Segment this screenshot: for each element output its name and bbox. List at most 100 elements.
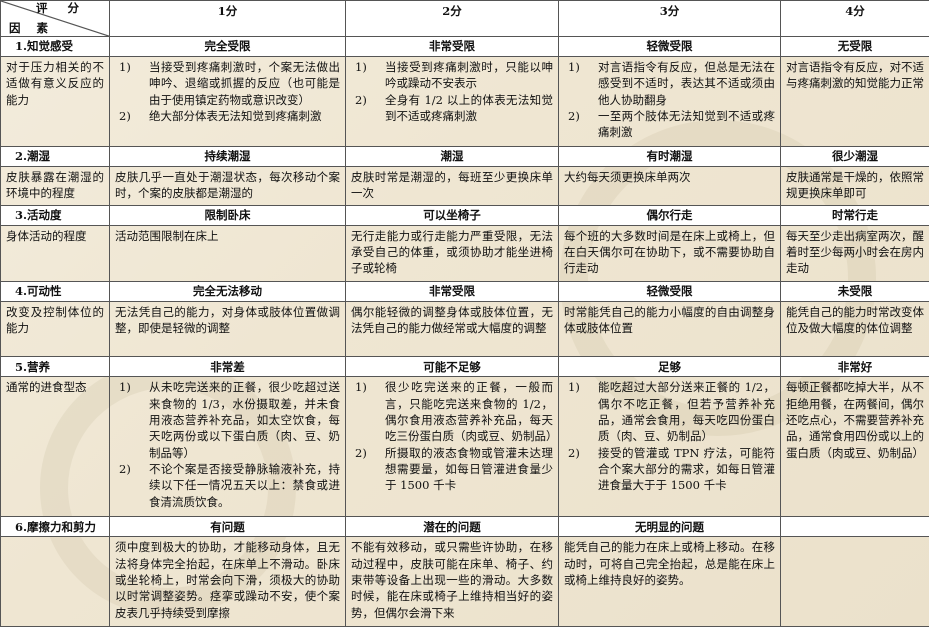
item-text: 能凭自己的能力时常改变体位及做大幅度的体位调整 — [786, 304, 924, 335]
factor-name: 5.营养 — [0, 356, 110, 378]
level-label: 有时潮湿 — [558, 145, 781, 167]
score-header-4: 4分 — [780, 0, 929, 38]
level-label: 未受限 — [780, 280, 929, 302]
section-header-row: 3.活动度 限制卧床 可以坐椅子 偶尔行走 时常行走 — [0, 204, 929, 226]
section-content-row: 皮肤暴露在潮湿的环境中的程度 皮肤几乎一直处于潮湿状态，每次移动个案时，个案的皮肤… — [0, 165, 929, 206]
criteria-cell: 无行走能力或行走能力严重受限，无法承受自己的体重，或须协助才能坐进椅子或轮椅 — [345, 224, 559, 282]
criteria-item: 2) 不论个案是否接受静脉输液补充，持续以下任一情况五天以上：禁食或进食清流质饮食… — [115, 461, 340, 510]
factor-description: 改变及控制体位的能力 — [0, 300, 110, 358]
level-label: 非常好 — [780, 356, 929, 378]
level-label: 潜在的问题 — [345, 516, 559, 538]
criteria-item: 1) 当接受到疼痛刺激时，个案无法做出呻吟、退缩或抓握的反应（也可能是由于使用镇定… — [115, 59, 340, 108]
corner-label-score: 评 分 — [35, 1, 87, 15]
item-number: 2) — [568, 445, 580, 460]
level-label: 完全无法移动 — [109, 280, 346, 302]
level-label — [780, 516, 929, 538]
diagonal-divider — [1, 1, 109, 36]
criteria-cell: 偶尔能轻微的调整身体或肢体位置，无法凭自己的能力做经常或大幅度的调整 — [345, 300, 559, 358]
item-text: 一至两个肢体无法知觉到不适或疼痛刺激 — [598, 109, 775, 140]
factor-name: 4.可动性 — [0, 280, 110, 302]
factor-description: 皮肤暴露在潮湿的环境中的程度 — [0, 165, 110, 206]
criteria-item: 无行走能力或行走能力严重受限，无法承受自己的体重，或须协助才能坐进椅子或轮椅 — [351, 228, 553, 277]
section-content-row: 改变及控制体位的能力 无法凭自己的能力，对身体或肢体位置做调整，即使是轻微的调整偶… — [0, 300, 929, 358]
level-label: 轻微受限 — [558, 36, 781, 58]
item-number: 2) — [119, 109, 131, 124]
item-text: 须中度到极大的协助，才能移动身体，且无法将身体完全抬起，在床单上不滑动。卧床或坐… — [115, 540, 340, 620]
criteria-item: 2) 所摄取的液态食物或管灌未达理想需要量，如每日管灌进食量少于 1500 千卡 — [351, 445, 553, 494]
level-label: 持续潮湿 — [109, 145, 346, 167]
score-header-2: 2分 — [345, 0, 559, 38]
item-text: 从未吃完送来的正餐，很少吃超过送来食物的 1/3，水份摄取差，并未食用液态营养补… — [149, 380, 340, 460]
factor-name: 1.知觉感受 — [0, 36, 110, 58]
criteria-item: 时常能凭自己的能力小幅度的自由调整身体或肢体位置 — [564, 304, 775, 337]
criteria-cell: 1) 能吃超过大部分送来正餐的 1/2，偶尔不吃正餐，但若予营养补充品，通常会食用… — [558, 376, 781, 518]
criteria-item: 皮肤几乎一直处于潮湿状态，每次移动个案时，个案的皮肤都是潮湿的 — [115, 169, 340, 202]
item-text: 当接受到疼痛刺激时，个案无法做出呻吟、退缩或抓握的反应（也可能是由于使用镇定药物… — [149, 60, 340, 107]
factor-name: 3.活动度 — [0, 204, 110, 226]
criteria-item: 无法凭自己的能力，对身体或肢体位置做调整，即使是轻微的调整 — [115, 304, 340, 337]
item-text: 绝大部分体表无法知觉到疼痛刺激 — [149, 109, 322, 124]
factor-description — [0, 536, 110, 627]
criteria-cell: 无法凭自己的能力，对身体或肢体位置做调整，即使是轻微的调整 — [109, 300, 346, 358]
criteria-item: 能凭自己的能力在床上或椅上移动。在移动时，可将自己完全抬起，总是能在床上或椅上维… — [564, 539, 775, 588]
criteria-item: 1) 从未吃完送来的正餐，很少吃超过送来食物的 1/3，水份摄取差，并未食用液态营… — [115, 379, 340, 461]
level-label: 潮湿 — [345, 145, 559, 167]
criteria-item: 1) 能吃超过大部分送来正餐的 1/2，偶尔不吃正餐，但若予营养补充品，通常会食用… — [564, 379, 775, 444]
item-text: 时常能凭自己的能力小幅度的自由调整身体或肢体位置 — [564, 304, 775, 335]
criteria-cell: 1) 对言语指令有反应，但总是无法在感受到不适时，表达其不适或须由他人协助翻身 2)… — [558, 56, 781, 147]
criteria-item: 活动范围限制在床上 — [115, 228, 340, 244]
score-header-1: 1分 — [109, 0, 346, 38]
level-label: 限制卧床 — [109, 204, 346, 226]
item-text: 很少吃完送来的正餐，一般而言，只能吃完送来食物的 1/2，偶尔食用液态营养补充品… — [385, 380, 558, 444]
header-row: 评 分 因 素 1分 2分 3分 4分 — [0, 0, 929, 38]
level-label: 时常行走 — [780, 204, 929, 226]
level-label: 非常受限 — [345, 280, 559, 302]
level-label: 可能不足够 — [345, 356, 559, 378]
level-label: 非常受限 — [345, 36, 559, 58]
criteria-cell: 能凭自己的能力时常改变体位及做大幅度的体位调整 — [780, 300, 929, 358]
score-header-3: 3分 — [558, 0, 781, 38]
criteria-cell: 能凭自己的能力在床上或椅上移动。在移动时，可将自己完全抬起，总是能在床上或椅上维… — [558, 536, 781, 627]
section-header-row: 6.摩擦力和剪力 有问题 潜在的问题 无明显的问题 — [0, 516, 929, 538]
criteria-item: 大约每天须更换床单两次 — [564, 169, 775, 185]
criteria-item: 每顿正餐都吃掉大半，从不拒绝用餐，在两餐间，偶尔还吃点心，不需要营养补充品，通常… — [786, 379, 924, 461]
criteria-item: 能凭自己的能力时常改变体位及做大幅度的体位调整 — [786, 304, 924, 337]
section-header-row: 5.营养 非常差 可能不足够 足够 非常好 — [0, 356, 929, 378]
criteria-cell: 时常能凭自己的能力小幅度的自由调整身体或肢体位置 — [558, 300, 781, 358]
criteria-cell: 皮肤通常是干燥的，依照常规更换床单即可 — [780, 165, 929, 206]
section-content-row: 须中度到极大的协助，才能移动身体，且无法将身体完全抬起，在床单上不滑动。卧床或坐… — [0, 536, 929, 627]
criteria-item: 皮肤通常是干燥的，依照常规更换床单即可 — [786, 169, 924, 202]
item-text: 能吃超过大部分送来正餐的 1/2，偶尔不吃正餐，但若予营养补充品，通常会食用，每… — [598, 380, 775, 444]
criteria-cell: 皮肤时常是潮湿的，每班至少更换床单一次 — [345, 165, 559, 206]
level-label: 足够 — [558, 356, 781, 378]
factor-name: 2.潮湿 — [0, 145, 110, 167]
item-text: 所摄取的液态食物或管灌未达理想需要量，如每日管灌进食量少于 1500 千卡 — [385, 445, 553, 493]
level-label: 无受限 — [780, 36, 929, 58]
criteria-item: 1) 当接受到疼痛刺激时，只能以呻吟或躁动不安表示 — [351, 59, 553, 92]
criteria-cell: 1) 当接受到疼痛刺激时，个案无法做出呻吟、退缩或抓握的反应（也可能是由于使用镇定… — [109, 56, 346, 147]
criteria-cell: 不能有效移动，或只需些许协助，在移动过程中，皮肤可能在床单、椅子、约束带等设备上… — [345, 536, 559, 627]
section-content-row: 身体活动的程度 活动范围限制在床上 无行走能力或行走能力严重受限，无法承受自己的体重… — [0, 224, 929, 282]
item-number: 1) — [119, 380, 131, 395]
item-text: 每顿正餐都吃掉大半，从不拒绝用餐，在两餐间，偶尔还吃点心，不需要营养补充品，通常… — [786, 380, 924, 460]
item-text: 每个班的大多数时间是在床上或椅上，但在白天偶尔可在协助下，或不需要协助自行走动 — [564, 228, 775, 276]
item-text: 无行走能力或行走能力严重受限，无法承受自己的体重，或须协助才能坐进椅子或轮椅 — [351, 228, 553, 276]
item-text: 能凭自己的能力在床上或椅上移动。在移动时，可将自己完全抬起，总是能在床上或椅上维… — [564, 540, 775, 588]
item-text: 大约每天须更换床单两次 — [564, 169, 691, 184]
factor-description: 身体活动的程度 — [0, 224, 110, 282]
level-label: 有问题 — [109, 516, 346, 538]
item-number: 1) — [355, 60, 367, 75]
criteria-cell: 皮肤几乎一直处于潮湿状态，每次移动个案时，个案的皮肤都是潮湿的 — [109, 165, 346, 206]
item-text: 每天至少走出病室两次，醒着时至少每两小时会在房内走动 — [786, 228, 924, 276]
level-label: 偶尔行走 — [558, 204, 781, 226]
section-header-row: 2.潮湿 持续潮湿 潮湿 有时潮湿 很少潮湿 — [0, 145, 929, 167]
corner-header-cell: 评 分 因 素 — [0, 0, 110, 38]
factor-description: 对于压力相关的不适做有意义反应的能力 — [0, 56, 110, 147]
level-label: 可以坐椅子 — [345, 204, 559, 226]
section-header-row: 1.知觉感受 完全受限 非常受限 轻微受限 无受限 — [0, 36, 929, 58]
level-label: 完全受限 — [109, 36, 346, 58]
item-number: 2) — [355, 92, 367, 107]
criteria-item: 对言语指令有反应，对不适与疼痛刺激的知觉能力正常 — [786, 59, 924, 92]
item-number: 1) — [568, 60, 580, 75]
